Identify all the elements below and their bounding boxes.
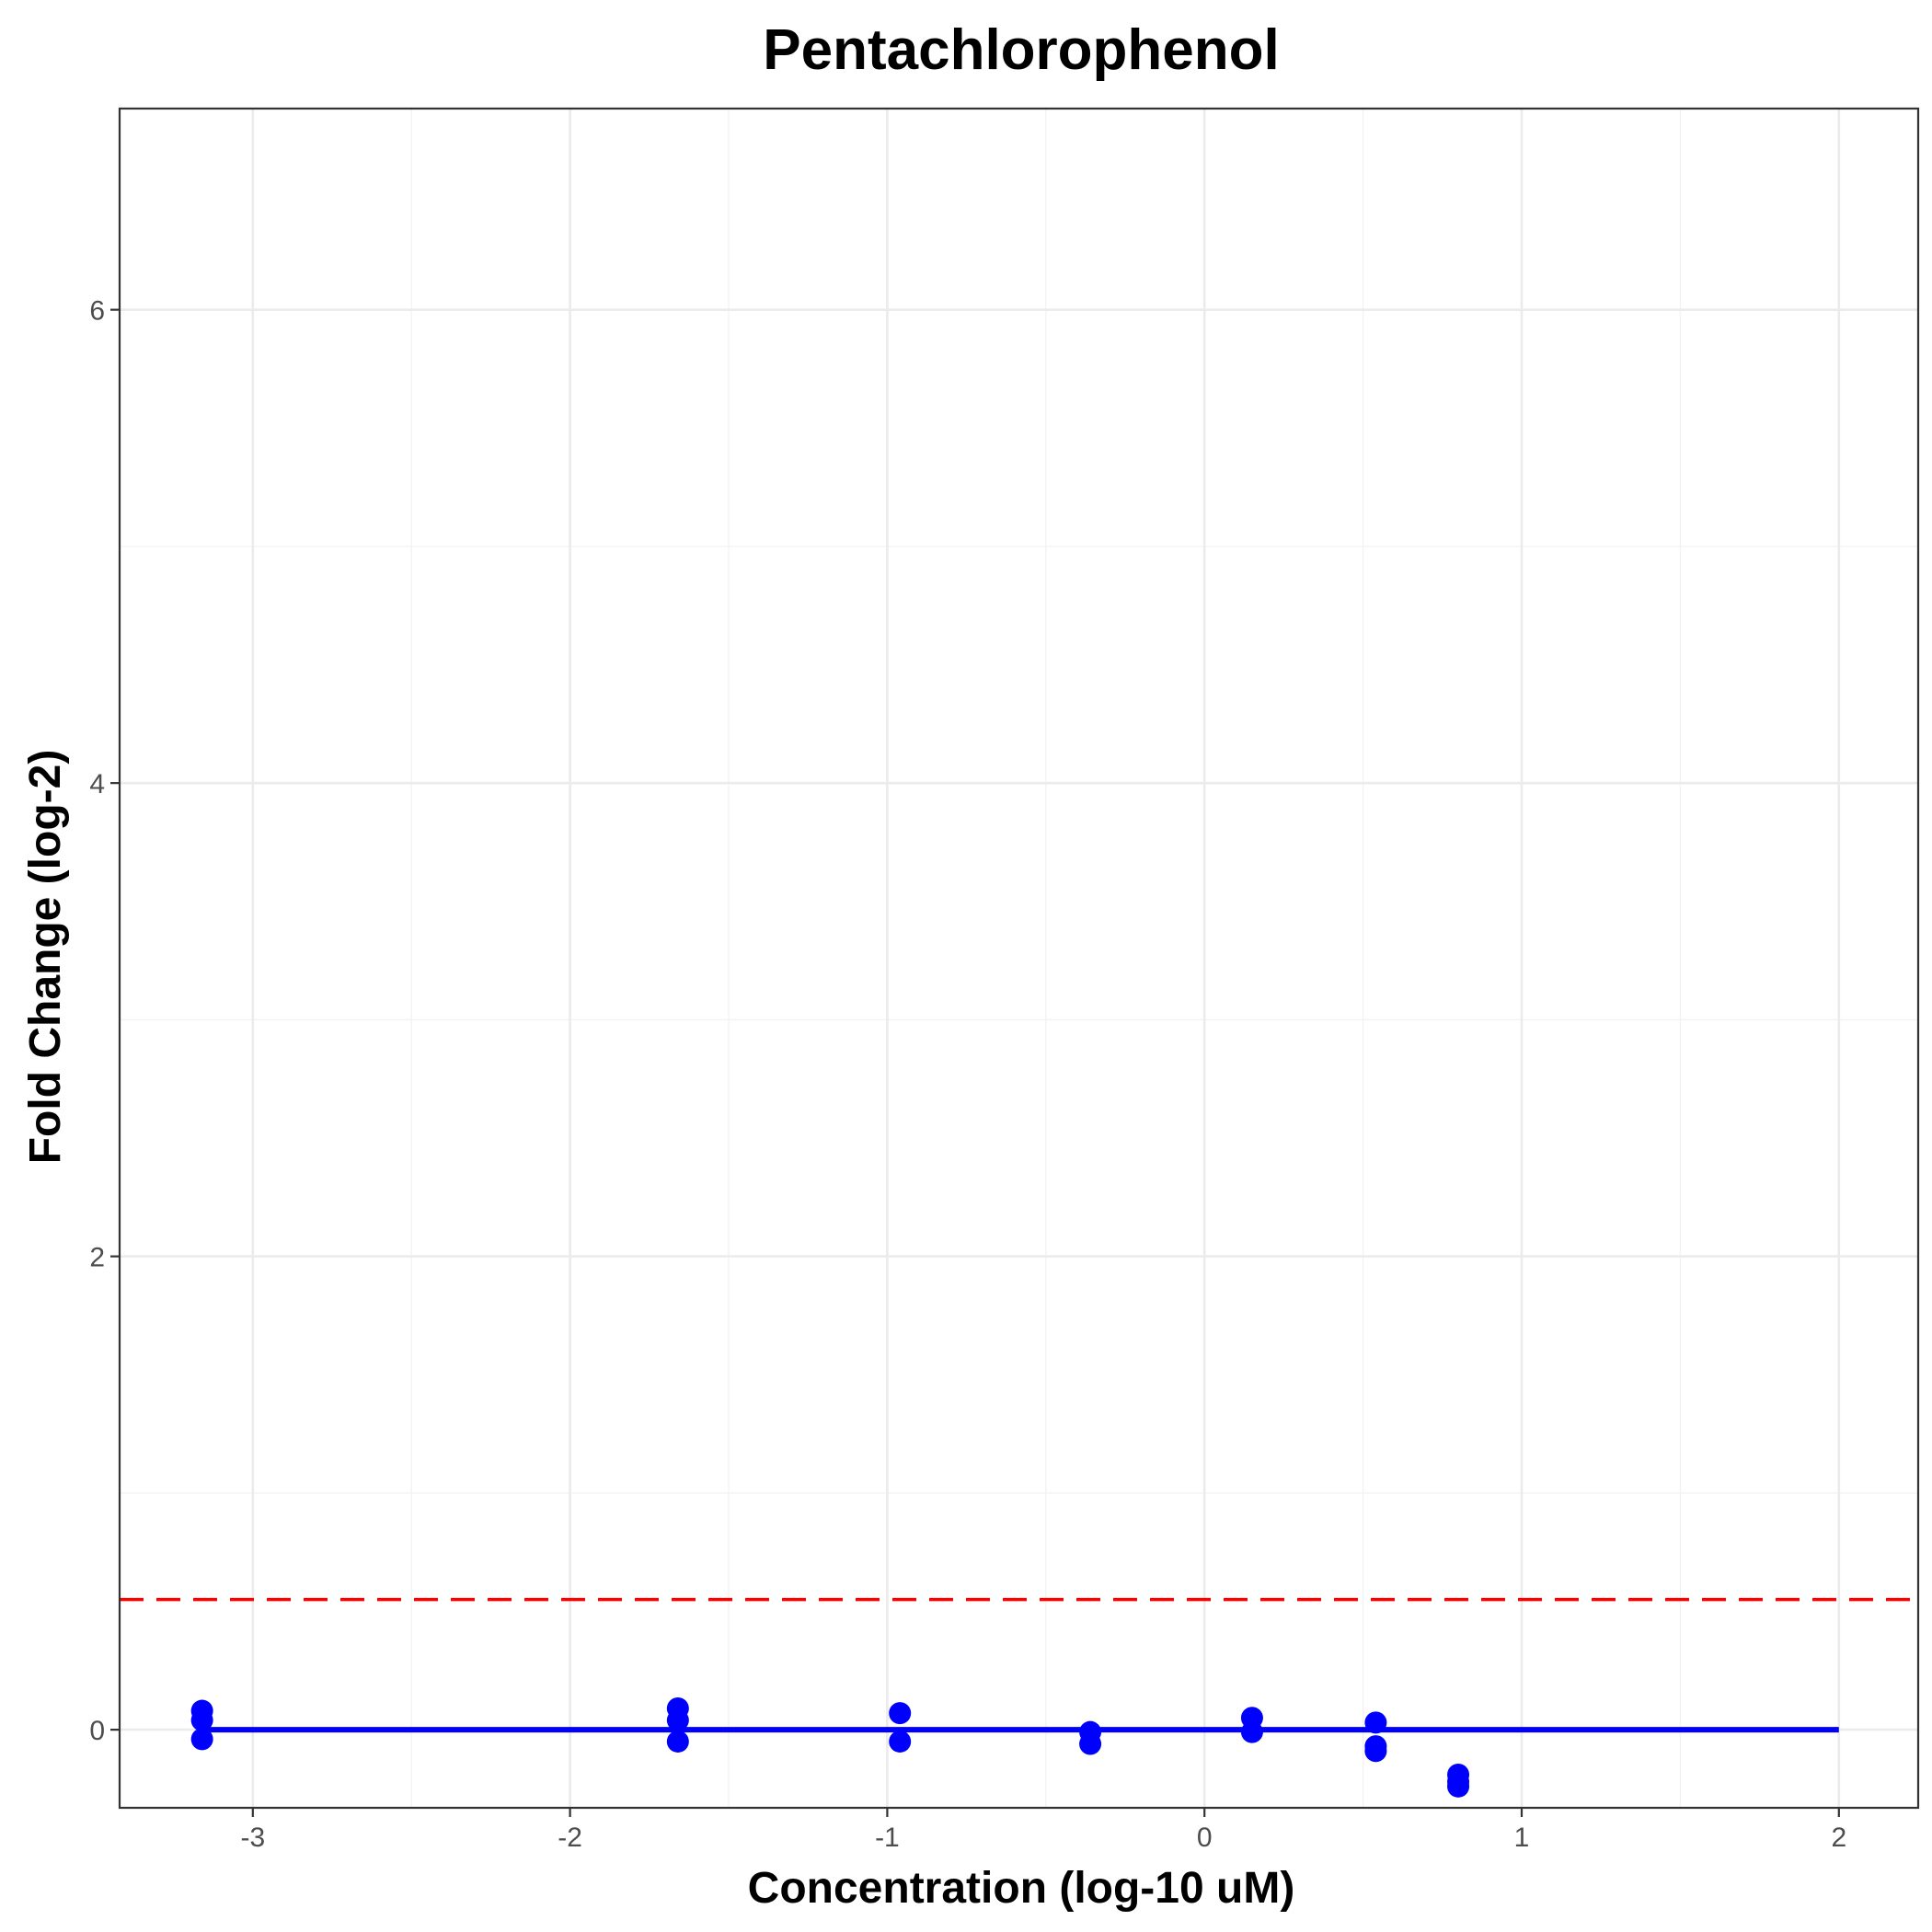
data-point <box>1364 1711 1387 1734</box>
x-tick-label: -1 <box>875 1823 900 1853</box>
data-point <box>190 1708 213 1731</box>
major-gridlines <box>120 109 1918 1808</box>
x-tick-label: -2 <box>558 1823 582 1853</box>
x-tick-label: -3 <box>240 1823 265 1853</box>
points-layer <box>190 1696 1470 1798</box>
y-axis-title: Fold Change (log-2) <box>21 750 70 1165</box>
x-tick-label: 1 <box>1514 1823 1530 1853</box>
panel-border <box>118 107 1920 1810</box>
y-tick-label: 2 <box>89 1243 105 1273</box>
data-point <box>889 1730 912 1753</box>
data-point <box>1240 1720 1263 1743</box>
y-tick-label: 4 <box>89 769 105 799</box>
y-tick-label: 6 <box>89 296 105 327</box>
data-point <box>190 1728 213 1751</box>
x-tick-label: 0 <box>1197 1823 1213 1853</box>
chart-title: Pentachlorophenol <box>763 18 1279 82</box>
x-axis-title: Concentration (log-10 uM) <box>748 1864 1295 1913</box>
y-tick-label: 0 <box>89 1716 105 1746</box>
x-tick-label: 2 <box>1831 1823 1846 1853</box>
minor-gridlines <box>120 109 1918 1808</box>
x-axis: -3 -2 -1 0 1 2 <box>240 1808 1846 1853</box>
y-axis: 0 2 4 6 <box>89 296 120 1746</box>
data-point <box>1447 1775 1470 1798</box>
data-point <box>889 1702 912 1725</box>
data-point <box>1364 1740 1387 1763</box>
data-point <box>1079 1732 1102 1755</box>
data-point <box>666 1708 689 1731</box>
data-point <box>666 1730 689 1753</box>
